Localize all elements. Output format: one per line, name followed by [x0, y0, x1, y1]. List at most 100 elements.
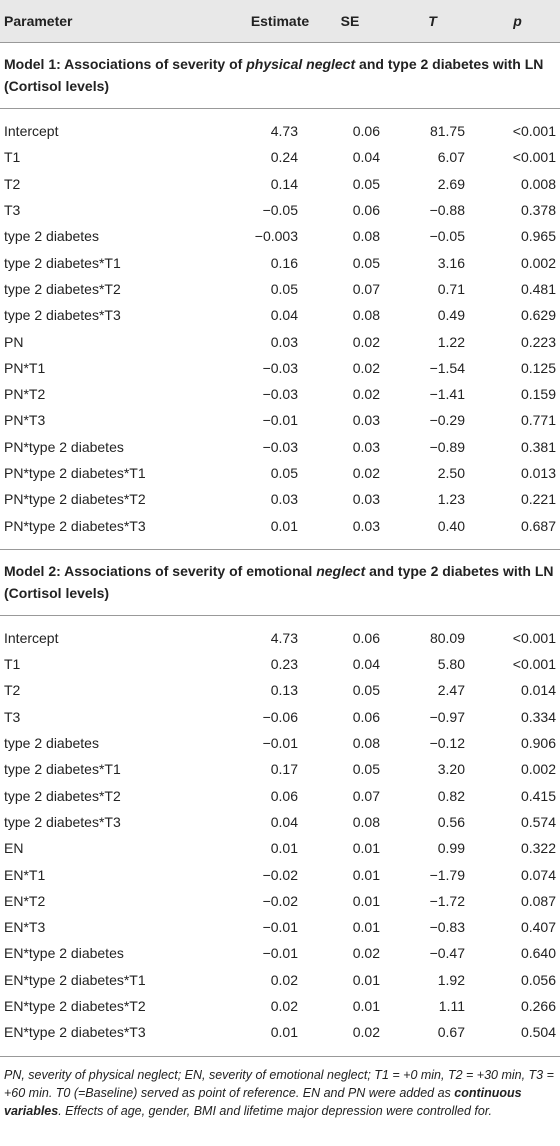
table-cell: −0.83	[429, 919, 465, 936]
table-cell: PN*T2	[4, 386, 46, 403]
table-cell: 3.16	[437, 254, 465, 271]
table-cell: <0.001	[512, 656, 556, 673]
table-row: PN*type 2 diabetes*T1 0.05 0.02 2.50 0.013	[0, 460, 560, 486]
header-cell: p	[513, 13, 522, 29]
table-cell: 0.02	[352, 359, 380, 376]
table-cell: <0.001	[512, 149, 556, 166]
table-cell: 0.13	[270, 682, 298, 699]
table-cell: 0.002	[520, 761, 556, 778]
table-cell: 4.73	[270, 123, 298, 140]
table-cell: 0.407	[520, 919, 556, 936]
table-cell: EN*type 2 diabetes*T3	[4, 1024, 146, 1041]
table-row: PN*type 2 diabetes*T2 0.03 0.03 1.23 0.221	[0, 486, 560, 512]
table-cell: EN*T3	[4, 919, 46, 936]
table-cell: PN*type 2 diabetes*T3	[4, 517, 146, 534]
table-cell: 0.23	[270, 656, 298, 673]
table-row: EN*type 2 diabetes*T1 0.02 0.01 1.92 0.056	[0, 967, 560, 993]
table-cell: 0.381	[520, 438, 556, 455]
table-cell: 0.05	[352, 254, 380, 271]
table-cell: 0.40	[437, 517, 465, 534]
table-cell: 0.481	[520, 280, 556, 297]
table-row: T3 −0.06 0.06 −0.97 0.334	[0, 704, 560, 730]
table-cell: 0.16	[270, 254, 298, 271]
table-cell: 0.02	[352, 465, 380, 481]
table-cell: −0.12	[429, 735, 465, 752]
table-cell: 0.965	[520, 228, 556, 245]
table-cell: 0.01	[352, 971, 380, 988]
table-cell: −0.01	[262, 945, 298, 962]
section-title-part: Model 2: Associations of severity of emo…	[4, 562, 317, 579]
header-cell: T	[428, 13, 437, 29]
table-cell: 0.056	[520, 971, 556, 988]
header-cell: Parameter	[4, 13, 73, 29]
table-row: type 2 diabetes*T1 0.17 0.05 3.20 0.002	[0, 756, 560, 782]
table-row: EN*T2 −0.02 0.01 −1.72 0.087	[0, 888, 560, 914]
table-cell: 0.629	[520, 307, 556, 324]
table-cell: −1.41	[429, 386, 465, 403]
table-cell: 0.03	[270, 491, 298, 508]
table-cell: type 2 diabetes*T3	[4, 813, 121, 830]
table-cell: EN	[4, 840, 24, 857]
table-cell: −0.88	[429, 202, 465, 219]
footnote-text: PN, severity of physical neglect; EN, se…	[4, 1067, 554, 1100]
table-cell: 0.05	[270, 280, 298, 297]
table-cell: 0.08	[352, 813, 380, 830]
footnote: PN, severity of physical neglect; EN, se…	[0, 1057, 560, 1120]
table-cell: 0.074	[520, 866, 556, 883]
table-row: PN*T3 −0.01 0.03 −0.29 0.771	[0, 407, 560, 433]
table-cell: PN*type 2 diabetes	[4, 438, 124, 455]
section-title-part: and type 2 diabetes with LN (Cortisol le…	[4, 562, 554, 601]
table-body: Model 1: Associations of severity of phy…	[0, 43, 560, 1057]
table-cell: 0.05	[352, 761, 380, 778]
table-cell: <0.001	[512, 629, 556, 646]
table-cell: 0.02	[270, 998, 298, 1015]
table-cell: −0.03	[262, 359, 298, 376]
table-cell: 0.03	[352, 517, 380, 534]
table-cell: EN*T2	[4, 892, 46, 909]
table-cell: 0.03	[352, 412, 380, 429]
table-cell: 0.06	[352, 629, 380, 646]
table-cell: 0.221	[520, 491, 556, 508]
table-cell: PN*type 2 diabetes*T2	[4, 491, 146, 508]
table-row: EN*type 2 diabetes*T2 0.02 0.01 1.11 0.266	[0, 993, 560, 1019]
table-row: T2 0.13 0.05 2.47 0.014	[0, 677, 560, 703]
table-cell: −0.01	[262, 919, 298, 936]
table-row: type 2 diabetes −0.01 0.08 −0.12 0.906	[0, 730, 560, 756]
table-cell: 0.24	[270, 149, 298, 166]
table-cell: −0.05	[429, 228, 465, 245]
table-cell: 0.01	[270, 840, 298, 857]
table-cell: 2.47	[437, 682, 465, 699]
table-cell: Intercept	[4, 629, 59, 646]
table-row: type 2 diabetes*T2 0.05 0.07 0.71 0.481	[0, 276, 560, 302]
section-title-part: physical neglect	[246, 56, 356, 72]
header-cell: SE	[340, 13, 360, 29]
table-cell: T2	[4, 175, 21, 192]
table-cell: 0.01	[352, 998, 380, 1015]
table-cell: 0.04	[352, 149, 380, 166]
table-cell: 0.504	[520, 1024, 556, 1041]
table-cell: T2	[4, 682, 21, 699]
table-cell: −0.29	[429, 412, 465, 429]
table-cell: −0.06	[262, 708, 298, 725]
table-cell: PN*T3	[4, 412, 46, 429]
table-row: PN*T2 −0.03 0.02 −1.41 0.159	[0, 381, 560, 407]
table-row: type 2 diabetes*T2 0.06 0.07 0.82 0.415	[0, 783, 560, 809]
table-cell: 0.04	[352, 656, 380, 673]
table-cell: 0.013	[520, 465, 556, 481]
table-cell: 0.415	[520, 787, 556, 804]
table-cell: 0.07	[352, 787, 380, 804]
table-cell: EN*type 2 diabetes*T1	[4, 971, 146, 988]
table-cell: 1.22	[437, 333, 465, 350]
table-cell: T3	[4, 708, 21, 725]
table-cell: 0.334	[520, 708, 556, 725]
table-cell: 0.640	[520, 945, 556, 962]
table-cell: 0.08	[352, 735, 380, 752]
table-cell: 0.56	[437, 813, 465, 830]
table-row: EN*type 2 diabetes −0.01 0.02 −0.47 0.640	[0, 940, 560, 966]
table-cell: −0.01	[262, 412, 298, 429]
table-cell: 0.223	[520, 333, 556, 350]
table-cell: 0.322	[520, 840, 556, 857]
table-cell: 0.82	[437, 787, 465, 804]
table-cell: 0.04	[270, 307, 298, 324]
table-cell: 0.49	[437, 307, 465, 324]
